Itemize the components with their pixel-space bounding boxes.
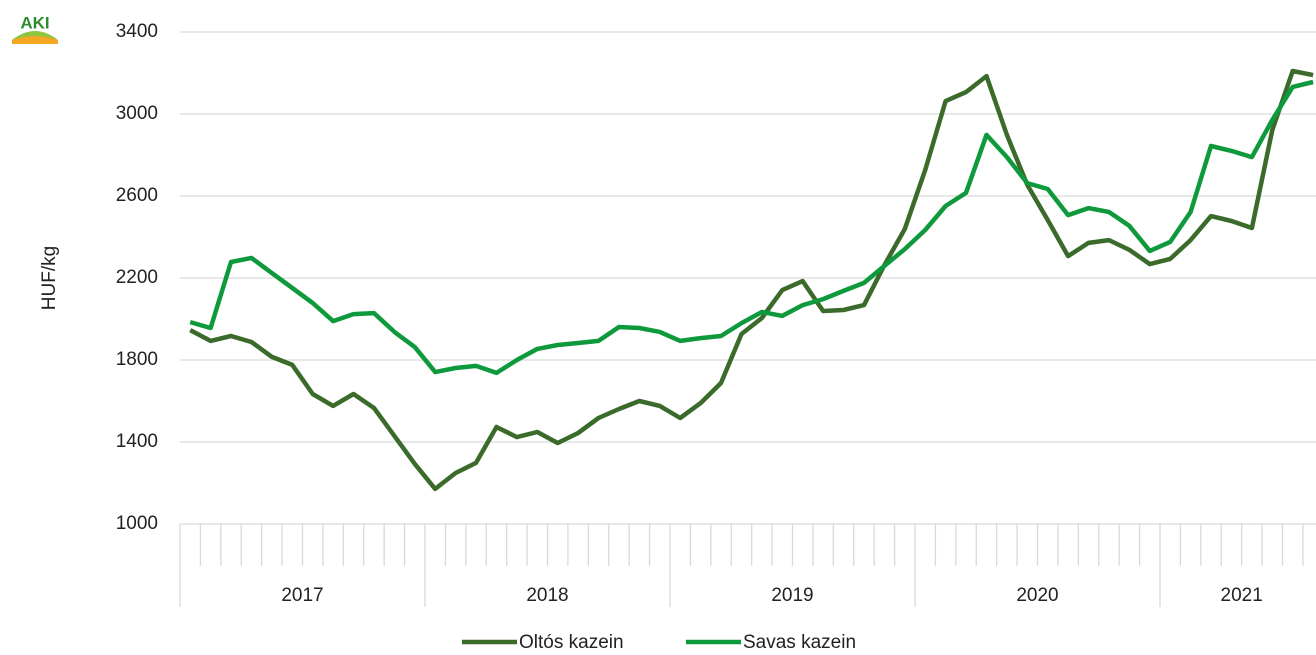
y-axis-label: HUF/kg xyxy=(39,246,60,310)
y-tick-label: 1000 xyxy=(116,513,158,534)
y-tick-label: 2200 xyxy=(116,267,158,288)
x-group-label: 2018 xyxy=(526,585,568,606)
x-group-label: 2019 xyxy=(771,585,813,606)
legend-label: Savas kazein xyxy=(743,632,856,653)
x-group-label: 2017 xyxy=(281,585,323,606)
logo: AKI xyxy=(12,13,58,44)
x-group-label: 2021 xyxy=(1221,585,1263,606)
data-line xyxy=(189,79,1314,376)
y-tick-label: 1400 xyxy=(116,431,158,452)
logo-field xyxy=(12,36,58,44)
y-tick-label: 1800 xyxy=(116,349,158,370)
y-tick-label: 2600 xyxy=(116,185,158,206)
logo-text: AKI xyxy=(20,13,49,32)
data-line xyxy=(189,68,1314,492)
x-group-label: 2020 xyxy=(1016,585,1058,606)
y-tick-label: 3000 xyxy=(116,103,158,124)
legend-label: Oltós kazein xyxy=(519,632,624,653)
y-tick-label: 3400 xyxy=(116,21,158,42)
